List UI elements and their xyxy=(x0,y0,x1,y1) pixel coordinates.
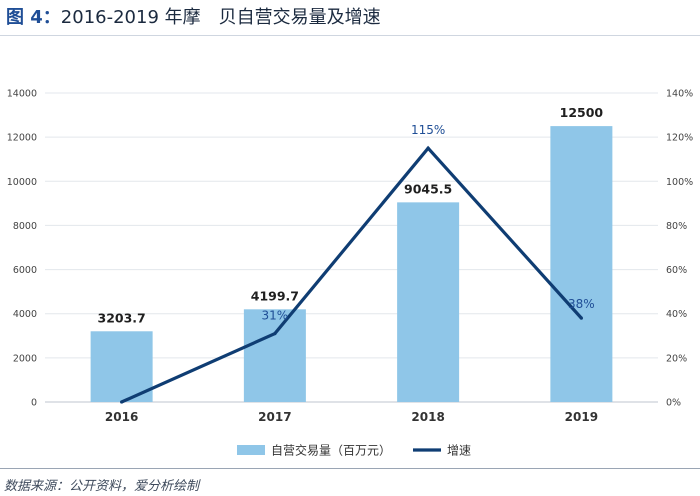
title-divider xyxy=(0,35,700,36)
chart-canvas: 0 2000 4000 6000 8000 10000 12000 14000 0% 20% 40%… xyxy=(7,89,693,458)
line-point xyxy=(120,400,124,404)
bar xyxy=(550,126,613,402)
right-tick-label: 20% xyxy=(666,353,687,364)
right-tick-label: 120% xyxy=(666,133,693,144)
bar xyxy=(397,202,460,402)
right-tick-label: 0% xyxy=(666,398,681,409)
left-tick-label: 14000 xyxy=(7,89,37,100)
bar-value-label: 3203.7 xyxy=(98,310,146,325)
bar-value-label: 4199.7 xyxy=(251,288,299,303)
x-tick-label: 2019 xyxy=(565,410,598,424)
line-value-label: 38% xyxy=(568,297,595,311)
line-value-label: 31% xyxy=(262,309,289,323)
legend-swatch-bars xyxy=(237,445,265,455)
source-note: 数据来源：公开资料，爱分析绘制 xyxy=(4,479,200,494)
left-tick-label: 6000 xyxy=(13,265,37,276)
growth-line xyxy=(120,145,583,404)
left-tick-label: 8000 xyxy=(13,221,37,232)
legend-label-line: 增速 xyxy=(447,444,471,458)
right-tick-label: 100% xyxy=(666,177,693,188)
footer-divider xyxy=(0,468,700,469)
left-tick-label: 0 xyxy=(31,398,37,409)
right-tick-label: 60% xyxy=(666,265,687,276)
line-value-label: 115% xyxy=(411,123,445,137)
right-tick-label: 80% xyxy=(666,221,687,232)
left-tick-label: 2000 xyxy=(13,353,37,364)
bar-value-label: 12500 xyxy=(560,105,604,120)
right-tick-label: 40% xyxy=(666,309,687,320)
left-tick-label: 12000 xyxy=(7,133,37,144)
figure-number: 图 4： xyxy=(6,7,61,28)
x-tick-label: 2016 xyxy=(105,410,138,424)
legend-label-bars: 自营交易量（百万元） xyxy=(271,443,391,458)
line-point xyxy=(273,331,277,336)
bar xyxy=(90,331,153,402)
title-text: 2016-2019 年摩 贝自营交易量及增速 xyxy=(60,7,381,28)
right-tick-label: 140% xyxy=(666,89,693,100)
x-tick-label: 2018 xyxy=(411,410,444,424)
left-tick-label: 10000 xyxy=(7,177,37,188)
left-tick-label: 4000 xyxy=(13,309,37,320)
chart-title: 图 4：2016-2019 年摩 贝自营交易量及增速 xyxy=(6,3,381,33)
x-tick-label: 2017 xyxy=(258,410,291,424)
bar-value-label: 9045.5 xyxy=(404,181,452,196)
line-point xyxy=(426,146,430,150)
line-point xyxy=(579,316,583,320)
bar xyxy=(243,309,306,402)
